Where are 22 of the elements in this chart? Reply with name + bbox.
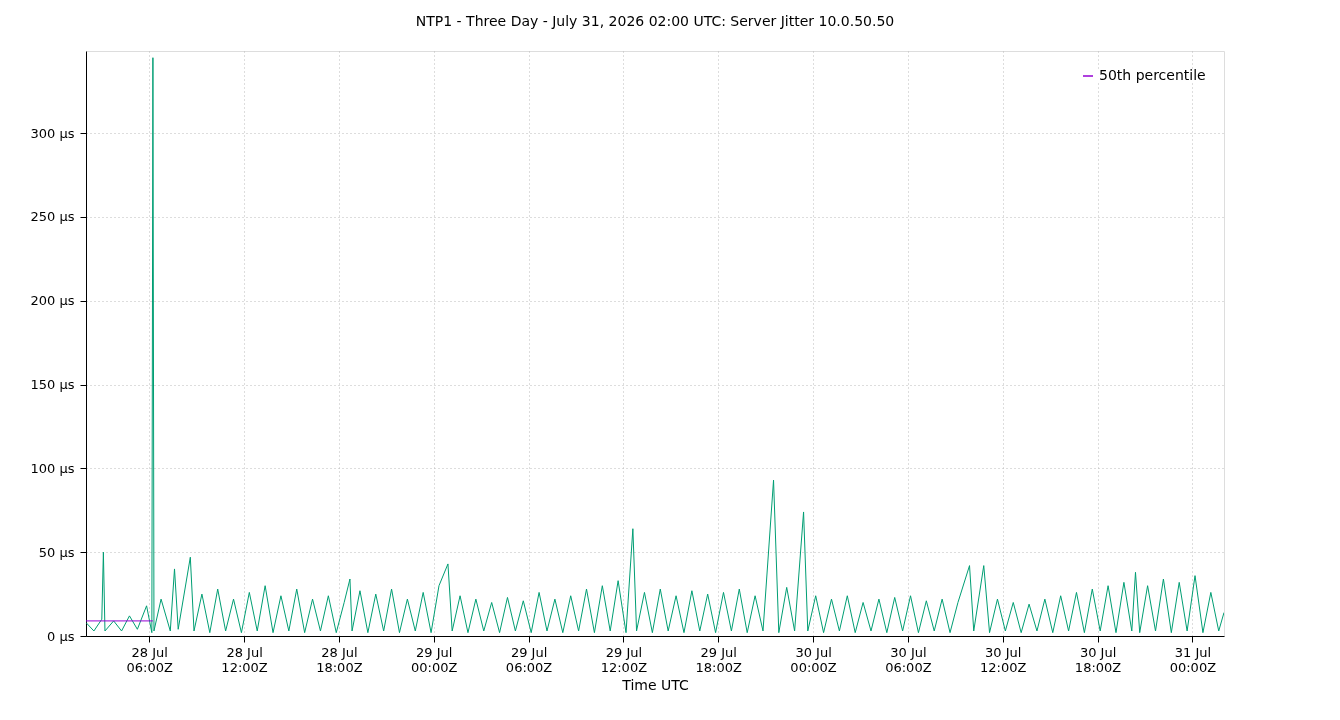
x-axis-title: Time UTC bbox=[621, 676, 689, 693]
legend-label: 50th percentile bbox=[1099, 67, 1206, 83]
x-tick-label: 30 Jul 18:00Z bbox=[1074, 644, 1122, 675]
x-tick-label: 28 Jul 06:00Z bbox=[126, 644, 173, 675]
y-tick-label: 300 µs bbox=[30, 125, 75, 141]
x-tick-label: 30 Jul 12:00Z bbox=[980, 644, 1027, 675]
x-tick-label: 28 Jul 18:00Z bbox=[316, 644, 363, 675]
x-tick-label: 29 Jul 06:00Z bbox=[505, 644, 553, 675]
x-tick-label: 30 Jul 00:00Z bbox=[790, 644, 837, 675]
y-tick-label: 200 µs bbox=[30, 293, 75, 309]
x-tick-label: 29 Jul 12:00Z bbox=[600, 644, 648, 675]
y-tick-label: 100 µs bbox=[30, 460, 75, 476]
chart-title: NTP1 - Three Day - July 31, 2026 02:00 UTC: Server Jitter 10.0.50.50 bbox=[415, 13, 895, 29]
y-tick-label: 0 µs bbox=[47, 628, 75, 644]
x-tick-label: 30 Jul 06:00Z bbox=[885, 644, 932, 675]
y-tick-label: 250 µs bbox=[30, 209, 75, 225]
y-tick-label: 50 µs bbox=[38, 544, 75, 560]
x-tick-label: 31 Jul 00:00Z bbox=[1169, 644, 1217, 675]
x-tick-label: 28 Jul 12:00Z bbox=[221, 644, 268, 675]
y-tick-label: 150 µs bbox=[30, 377, 75, 393]
x-tick-label: 29 Jul 18:00Z bbox=[695, 644, 742, 675]
x-tick-label: 29 Jul 00:00Z bbox=[411, 644, 458, 675]
